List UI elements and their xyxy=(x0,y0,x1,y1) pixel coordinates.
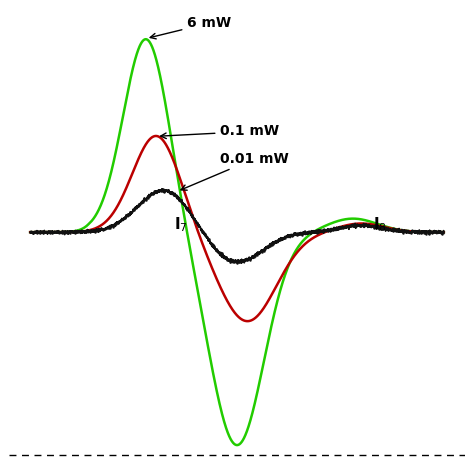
Text: 6 mW: 6 mW xyxy=(150,16,231,39)
Text: 0.01 mW: 0.01 mW xyxy=(181,152,289,190)
Text: I$_8$: I$_8$ xyxy=(373,215,387,234)
Text: 0.1 mW: 0.1 mW xyxy=(161,125,280,138)
Text: I$_7$: I$_7$ xyxy=(174,215,188,234)
